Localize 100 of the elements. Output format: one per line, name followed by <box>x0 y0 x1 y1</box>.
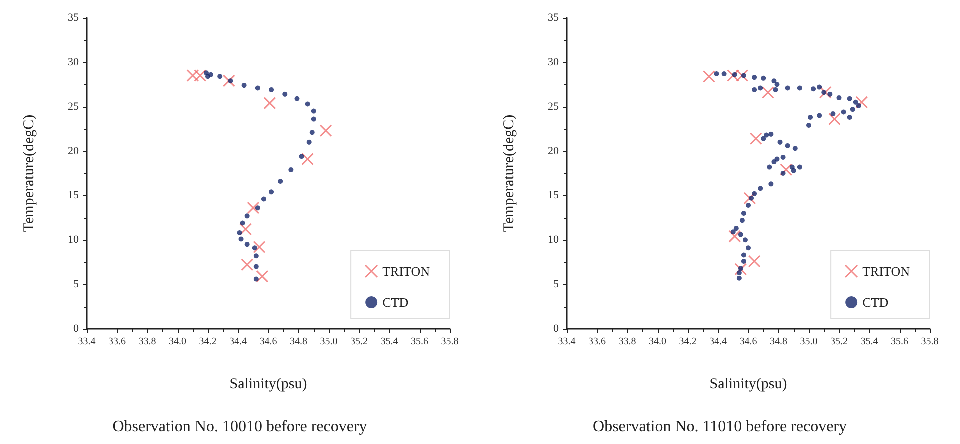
point <box>282 92 288 97</box>
y-tick-label: 30 <box>68 56 80 68</box>
point <box>194 70 207 82</box>
y-tick-label: 5 <box>74 278 80 291</box>
point <box>310 130 315 136</box>
x-tick-label: 35.8 <box>921 336 939 348</box>
point <box>774 156 780 162</box>
point <box>750 132 762 146</box>
x-tick-label: 34.8 <box>770 336 788 348</box>
x-tick-label: 34.8 <box>290 336 308 348</box>
point <box>218 74 223 80</box>
point <box>256 270 269 283</box>
point <box>294 96 300 102</box>
point <box>749 196 754 201</box>
point <box>738 232 744 238</box>
point <box>744 192 756 205</box>
point <box>730 230 736 235</box>
point <box>278 179 284 184</box>
x-tick-label: 35.0 <box>320 336 338 348</box>
y-tick-label: 30 <box>548 56 560 68</box>
point <box>306 140 312 145</box>
point <box>836 95 842 100</box>
point <box>808 115 814 120</box>
point <box>752 87 758 92</box>
point <box>736 270 742 276</box>
point <box>856 103 862 108</box>
point <box>244 242 250 248</box>
x-tick-label: 34.4 <box>230 336 247 348</box>
point <box>830 111 836 116</box>
point <box>240 220 246 226</box>
point <box>841 110 846 115</box>
x-axis-title: Salinity(psu) <box>230 376 308 392</box>
point <box>702 70 716 83</box>
point <box>856 96 868 109</box>
x-tick-label: 33.8 <box>138 336 156 348</box>
point <box>785 143 790 148</box>
x-tick-label: 34.0 <box>649 336 666 348</box>
point <box>244 214 250 219</box>
y-tick-label: 20 <box>68 145 80 158</box>
point <box>242 83 247 88</box>
point <box>746 202 751 208</box>
point <box>255 206 260 211</box>
point <box>828 113 841 126</box>
point <box>850 107 856 112</box>
point <box>772 159 777 164</box>
point <box>758 86 764 91</box>
point <box>740 218 745 224</box>
point <box>734 226 739 232</box>
point <box>240 223 252 236</box>
point <box>736 276 742 281</box>
point <box>791 168 796 174</box>
point <box>728 230 742 243</box>
x-tick-label: 35.2 <box>830 336 848 348</box>
point <box>238 236 244 242</box>
point <box>764 132 770 138</box>
point <box>320 124 332 138</box>
point <box>752 191 758 196</box>
point <box>741 252 746 258</box>
x-tick-label: 34.6 <box>260 336 278 348</box>
point <box>767 164 772 170</box>
point <box>828 92 833 97</box>
point <box>797 86 802 91</box>
x-tick-label: 34.4 <box>710 336 727 348</box>
x-tick-label: 33.6 <box>588 336 606 348</box>
y-tick-label: 10 <box>548 234 560 246</box>
x-tick-label: 35.6 <box>891 336 908 348</box>
point <box>228 78 234 84</box>
x-tick-label: 35.4 <box>860 336 878 348</box>
point <box>254 254 259 259</box>
y-tick-label: 0 <box>74 323 80 335</box>
point <box>254 276 259 282</box>
y-tick-label: 20 <box>548 145 560 158</box>
point <box>758 186 764 192</box>
point <box>264 97 276 110</box>
point <box>208 72 214 78</box>
y-tick-label: 10 <box>68 234 80 246</box>
point <box>255 86 260 91</box>
point <box>761 136 766 142</box>
point <box>742 238 748 243</box>
y-axis-title: Temperature(degC) <box>502 114 518 232</box>
point <box>254 264 259 270</box>
y-tick-label: 0 <box>554 323 560 335</box>
x-axis-title: Salinity(psu) <box>710 376 788 392</box>
x-tick-label: 34.6 <box>740 336 758 348</box>
point <box>311 116 316 122</box>
point <box>241 258 254 272</box>
point <box>772 78 777 84</box>
point <box>305 102 310 107</box>
point <box>186 70 200 82</box>
x-tick-label: 33.6 <box>108 336 126 348</box>
point <box>806 123 812 128</box>
point <box>780 171 786 176</box>
x-tick-label: 34.0 <box>169 336 186 348</box>
y-tick-label: 5 <box>554 278 560 291</box>
point <box>252 246 258 251</box>
x-tick-label: 35.0 <box>800 336 818 348</box>
x-tick-label: 34.2 <box>199 336 217 348</box>
point <box>780 155 786 160</box>
y-tick-label: 35 <box>68 12 80 24</box>
point <box>785 86 790 91</box>
